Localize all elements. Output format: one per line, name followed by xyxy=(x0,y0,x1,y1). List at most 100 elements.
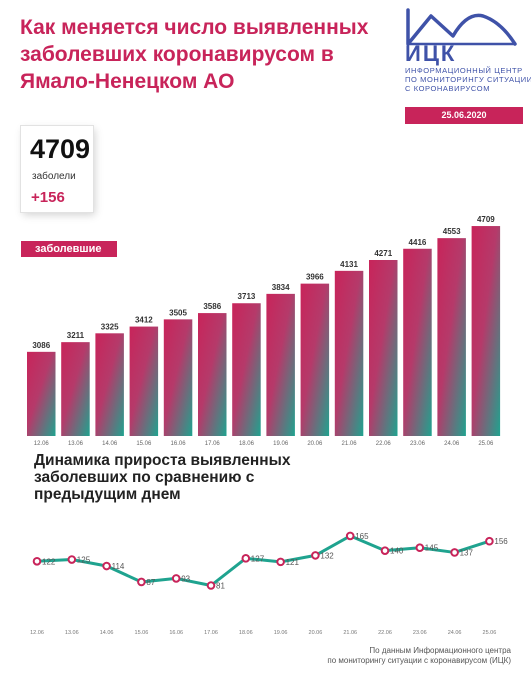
bar-value-label: 4416 xyxy=(409,238,427,247)
point-value-label: 145 xyxy=(425,544,439,553)
logo-abbreviation: ИЦК xyxy=(405,41,457,66)
bar-value-label: 4553 xyxy=(443,227,461,236)
logo-text-line-3: с коронавирусом xyxy=(405,84,491,93)
point-value-label: 93 xyxy=(181,574,190,583)
total-value: 4709 xyxy=(30,134,91,164)
bar-21.06 xyxy=(334,270,364,436)
logo-text-line-2: по мониторингу ситуации xyxy=(405,75,531,84)
point-12.06 xyxy=(32,556,42,566)
bar-value-label: 3412 xyxy=(135,316,153,325)
point-21.06 xyxy=(345,531,355,541)
bar-value-label: 4271 xyxy=(374,249,392,258)
line-tick-label: 20.06 xyxy=(309,630,323,636)
line-tick-label: 15.06 xyxy=(135,630,149,636)
point-value-label: 137 xyxy=(460,548,474,557)
bar-17.06 xyxy=(198,313,227,436)
point-value-label: 121 xyxy=(286,558,300,567)
source-line-2: по мониторингу ситуации с коронавирусом … xyxy=(327,656,511,665)
bar-tick-label: 18.06 xyxy=(239,441,255,447)
bar-tick-label: 19.06 xyxy=(273,441,289,447)
point-18.06 xyxy=(241,554,251,563)
source-note: По данным Информационного центра по мони… xyxy=(327,646,511,666)
point-value-label: 125 xyxy=(77,556,91,565)
bar-tick-label: 22.06 xyxy=(376,441,392,447)
point-15.06 xyxy=(137,577,146,587)
bar-value-label: 3505 xyxy=(169,308,187,317)
point-16.06 xyxy=(171,574,181,583)
bar-value-label: 3211 xyxy=(67,331,85,340)
line-tick-label: 19.06 xyxy=(274,630,288,636)
point-value-label: 140 xyxy=(390,547,404,556)
bar-25.06 xyxy=(471,226,501,436)
total-label: заболели xyxy=(32,171,76,182)
line-tick-label: 23.06 xyxy=(413,630,427,636)
bar-value-label: 4131 xyxy=(340,260,358,269)
date-badge: 25.06.2020 xyxy=(405,107,523,124)
line-tick-label: 21.06 xyxy=(343,630,357,636)
line-tick-label: 25.06 xyxy=(483,630,497,636)
point-13.06 xyxy=(67,555,77,564)
bar-tick-label: 21.06 xyxy=(342,441,358,447)
bar-tick-label: 13.06 xyxy=(68,441,84,447)
line-tick-label: 17.06 xyxy=(204,630,218,636)
bar-tick-label: 17.06 xyxy=(205,441,221,447)
page-title: Как меняется число выявленных заболевших… xyxy=(20,16,369,93)
series-tag: заболевшие xyxy=(21,241,117,257)
point-value-label: 127 xyxy=(251,554,265,563)
bar-14.06 xyxy=(95,333,124,436)
point-22.06 xyxy=(380,546,390,555)
bar-tick-label: 14.06 xyxy=(102,441,118,447)
bar-13.06 xyxy=(61,342,90,436)
point-14.06 xyxy=(102,561,111,571)
point-value-label: 156 xyxy=(494,537,508,546)
line-tick-label: 13.06 xyxy=(65,630,79,636)
bar-tick-label: 12.06 xyxy=(34,441,50,447)
point-19.06 xyxy=(276,557,285,567)
bar-value-label: 3586 xyxy=(203,302,221,311)
bar-value-label: 3966 xyxy=(306,273,324,282)
bar-tick-label: 24.06 xyxy=(444,441,460,447)
bar-tick-label: 15.06 xyxy=(136,441,152,447)
line-chart-title: Динамика прироста выявленных заболевших … xyxy=(34,452,291,503)
bar-23.06 xyxy=(403,248,432,436)
point-value-label: 87 xyxy=(146,578,155,587)
source-line-1: По данным Информационного центра xyxy=(369,646,511,655)
increase-line-chart: 122 12.06 125 13.06 114 14.06 87 15.06 93 16.06 81… xyxy=(30,531,508,636)
line-tick-label: 24.06 xyxy=(448,630,462,636)
point-17.06 xyxy=(206,581,216,590)
point-value-label: 114 xyxy=(112,562,125,571)
bar-18.06 xyxy=(232,303,261,436)
cases-bar-chart: 3086 12.06 3211 13.06 3325 14.06 3412 15.06 3505… xyxy=(27,215,501,447)
bar-19.06 xyxy=(266,293,295,436)
bar-tick-label: 16.06 xyxy=(171,441,187,447)
point-20.06 xyxy=(311,551,320,560)
bar-tick-label: 20.06 xyxy=(307,441,323,447)
line-tick-label: 18.06 xyxy=(239,630,253,636)
bar-tick-label: 23.06 xyxy=(410,441,426,447)
logo-wave-icon xyxy=(406,8,517,46)
bar-24.06 xyxy=(437,238,466,436)
daily-delta: +156 xyxy=(31,189,65,206)
point-value-label: 132 xyxy=(320,551,334,560)
bar-12.06 xyxy=(27,351,56,436)
total-summary-card: 4709 заболели +156 xyxy=(21,126,93,212)
point-25.06 xyxy=(485,536,494,546)
increase-series-line xyxy=(36,534,490,588)
point-value-label: 81 xyxy=(216,582,225,591)
logo-text-line-1: Информационный центр xyxy=(405,66,523,75)
line-tick-label: 14.06 xyxy=(100,630,114,636)
bar-15.06 xyxy=(129,326,159,436)
bar-value-label: 3834 xyxy=(272,283,290,292)
bar-value-label: 3713 xyxy=(238,292,256,301)
bar-value-label: 4709 xyxy=(477,215,495,224)
bar-20.06 xyxy=(300,283,330,436)
bar-value-label: 3086 xyxy=(32,341,50,350)
bar-16.06 xyxy=(163,319,193,436)
point-value-label: 122 xyxy=(42,557,56,566)
bar-tick-label: 25.06 xyxy=(478,441,494,447)
line-tick-label: 22.06 xyxy=(378,630,392,636)
line-tick-label: 12.06 xyxy=(30,630,44,636)
bar-22.06 xyxy=(369,259,398,436)
point-23.06 xyxy=(415,543,425,553)
point-24.06 xyxy=(450,548,459,557)
